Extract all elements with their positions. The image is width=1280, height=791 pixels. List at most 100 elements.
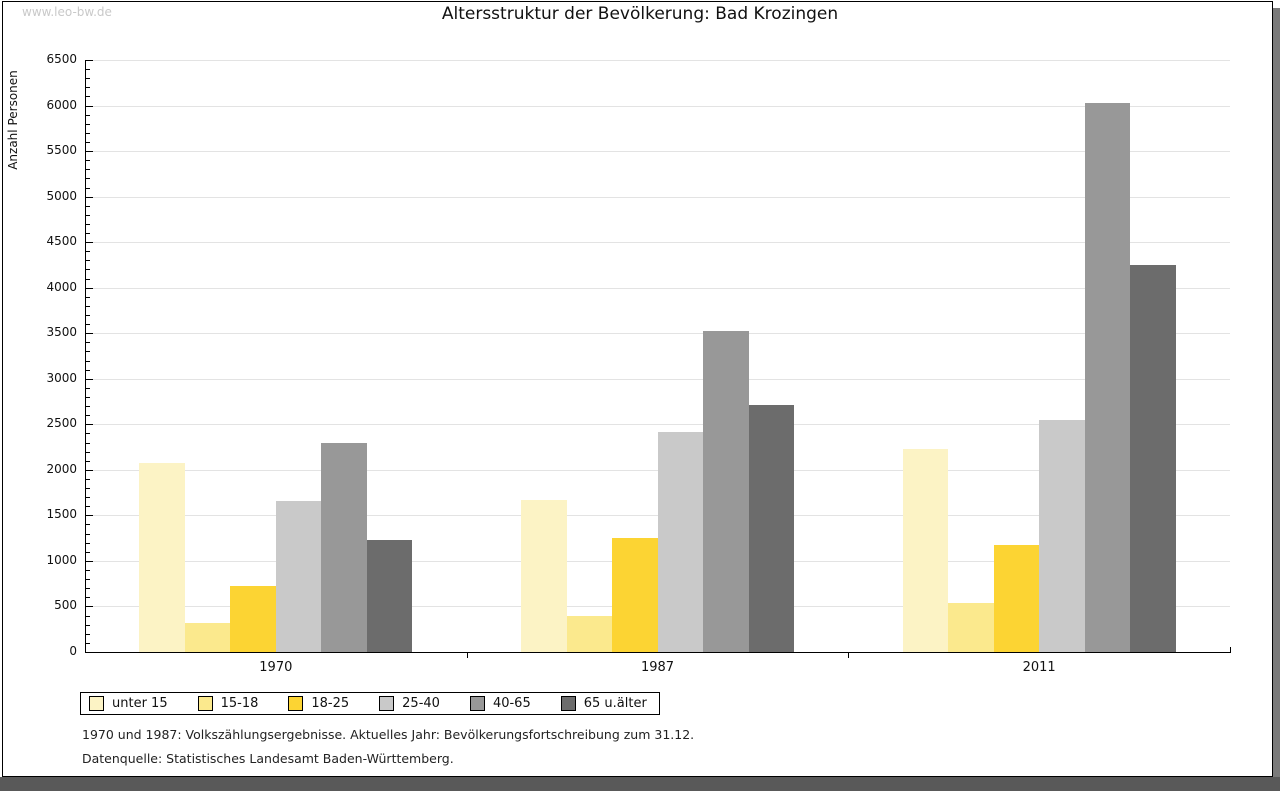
y-minor-tick bbox=[86, 488, 90, 490]
y-tick-label: 0 bbox=[69, 644, 77, 658]
y-minor-tick bbox=[86, 296, 90, 298]
watermark: www.leo-bw.de bbox=[22, 5, 112, 19]
window-shadow-bottom bbox=[0, 777, 1280, 791]
y-minor-tick bbox=[86, 123, 90, 125]
legend-item: 18-25 bbox=[288, 696, 349, 711]
bar-1970-25-40 bbox=[275, 500, 322, 652]
y-tick-label: 3500 bbox=[46, 325, 77, 340]
y-major-tick bbox=[86, 196, 93, 198]
y-major-tick bbox=[86, 151, 93, 153]
y-minor-tick bbox=[86, 369, 90, 371]
bar-1987-unter-15 bbox=[521, 499, 567, 652]
y-minor-tick bbox=[86, 160, 90, 162]
bar-1970-18-25 bbox=[230, 585, 276, 652]
y-minor-tick bbox=[86, 269, 90, 271]
y-minor-tick bbox=[86, 169, 90, 171]
y-minor-tick bbox=[86, 478, 90, 480]
y-major-tick bbox=[86, 242, 93, 244]
bar-1987-65-u-lter bbox=[748, 405, 794, 652]
y-minor-tick bbox=[86, 324, 90, 326]
y-axis-label: Anzahl Personen bbox=[6, 70, 20, 170]
y-minor-tick bbox=[86, 588, 90, 590]
y-minor-tick bbox=[86, 433, 90, 435]
bar-2011-25-40 bbox=[1039, 419, 1085, 652]
y-minor-tick bbox=[86, 114, 90, 116]
y-minor-tick bbox=[86, 178, 90, 180]
y-minor-tick bbox=[86, 260, 90, 262]
bar-2011-unter-15 bbox=[902, 448, 949, 652]
legend: unter 15 15-18 18-25 25-40 40-65 65 u.älter bbox=[80, 692, 660, 715]
y-tick-label: 1500 bbox=[46, 507, 77, 522]
x-axis-line bbox=[85, 652, 1231, 653]
y-minor-tick bbox=[86, 315, 90, 316]
y-minor-tick bbox=[86, 96, 90, 98]
legend-label: 18-25 bbox=[311, 696, 350, 711]
legend-swatch-icon bbox=[560, 696, 576, 711]
y-major-tick bbox=[86, 515, 93, 517]
gridline bbox=[85, 424, 1230, 426]
y-major-tick bbox=[86, 287, 93, 289]
bar-1987-15-18 bbox=[566, 615, 612, 652]
y-minor-tick bbox=[86, 615, 90, 617]
x-divider-tick bbox=[466, 653, 468, 658]
y-minor-tick bbox=[86, 305, 90, 307]
y-major-tick bbox=[86, 424, 93, 426]
bar-1970-65-u-lter bbox=[366, 539, 413, 652]
y-tick-label: 5500 bbox=[46, 143, 77, 158]
legend-label: 25-40 bbox=[402, 696, 440, 711]
legend-item: 25-40 bbox=[379, 696, 440, 711]
y-minor-tick bbox=[86, 278, 90, 280]
legend-item: 40-65 bbox=[469, 696, 531, 711]
legend-label: 40-65 bbox=[492, 696, 531, 711]
legend-label: 15-18 bbox=[220, 696, 259, 711]
y-minor-tick bbox=[86, 223, 90, 225]
y-minor-tick bbox=[86, 542, 90, 544]
y-minor-tick bbox=[86, 132, 90, 134]
y-minor-tick bbox=[86, 442, 90, 444]
y-minor-tick bbox=[86, 387, 90, 389]
y-axis-line bbox=[85, 60, 86, 653]
y-major-tick bbox=[86, 469, 93, 471]
y-major-tick bbox=[86, 606, 93, 608]
window-shadow-right bbox=[1273, 8, 1280, 777]
y-major-tick bbox=[86, 105, 93, 107]
y-tick-label: 5000 bbox=[46, 188, 77, 203]
gridline bbox=[85, 60, 1230, 61]
gridline bbox=[85, 105, 1230, 107]
bar-1970-40-65 bbox=[321, 442, 367, 652]
y-tick-label: 3000 bbox=[46, 370, 77, 385]
y-minor-tick bbox=[86, 597, 90, 599]
y-minor-tick bbox=[86, 579, 90, 581]
legend-swatch-icon bbox=[89, 696, 104, 711]
x-category-label: 1970 bbox=[259, 660, 293, 675]
x-axis-end-cap bbox=[1230, 647, 1231, 652]
bar-2011-65-u-lter bbox=[1130, 264, 1176, 652]
y-minor-tick bbox=[86, 524, 90, 526]
gridline bbox=[85, 151, 1230, 153]
y-minor-tick bbox=[86, 214, 90, 216]
y-major-tick bbox=[86, 60, 93, 61]
y-minor-tick bbox=[86, 87, 90, 89]
legend-label: unter 15 bbox=[112, 696, 168, 711]
y-minor-tick bbox=[86, 570, 90, 572]
legend-swatch-icon bbox=[379, 696, 395, 711]
legend-swatch-icon bbox=[469, 696, 485, 711]
y-minor-tick bbox=[86, 497, 90, 499]
y-minor-tick bbox=[86, 396, 90, 398]
bar-1970-15-18 bbox=[184, 622, 231, 652]
y-minor-tick bbox=[86, 351, 90, 353]
y-minor-tick bbox=[86, 342, 90, 344]
y-minor-tick bbox=[86, 69, 90, 71]
y-minor-tick bbox=[86, 624, 90, 626]
y-minor-tick bbox=[86, 451, 90, 453]
bar-2011-15-18 bbox=[948, 602, 994, 652]
gridline bbox=[85, 196, 1230, 198]
y-minor-tick bbox=[86, 141, 90, 143]
y-minor-tick bbox=[86, 642, 90, 644]
y-minor-tick bbox=[86, 78, 90, 80]
y-minor-tick bbox=[86, 360, 90, 362]
y-major-tick bbox=[86, 652, 93, 653]
y-tick-label: 4000 bbox=[46, 279, 77, 294]
legend-item: 65 u.älter bbox=[560, 696, 647, 711]
